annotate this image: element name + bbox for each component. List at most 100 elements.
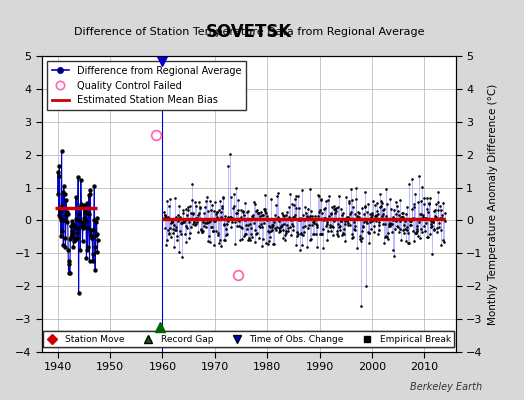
Point (241, 231, 249, 238)
Point (299, 232, 307, 238)
Point (346, 186, 355, 192)
Point (271, 215, 280, 222)
Point (326, 228, 335, 234)
Point (169, 226, 177, 232)
Point (265, 229, 274, 235)
Point (366, 219, 375, 225)
Point (362, 283, 370, 289)
Point (366, 211, 374, 218)
Point (386, 196, 395, 202)
Point (392, 211, 400, 217)
Point (375, 222, 384, 228)
Point (317, 231, 325, 237)
Point (235, 222, 244, 229)
Point (191, 222, 199, 228)
Point (312, 231, 320, 237)
Point (358, 205, 367, 212)
Point (323, 220, 332, 227)
Point (280, 213, 288, 219)
Point (408, 206, 417, 212)
Point (432, 200, 440, 207)
Point (227, 224, 235, 230)
Point (195, 199, 203, 205)
Point (188, 181, 196, 187)
Point (378, 220, 387, 227)
Point (228, 216, 237, 222)
Point (344, 214, 352, 220)
Point (285, 214, 293, 220)
Point (188, 211, 196, 218)
Point (419, 212, 427, 219)
Point (227, 214, 236, 220)
Point (235, 237, 244, 244)
Point (301, 223, 309, 230)
Point (184, 204, 192, 210)
Point (353, 213, 362, 219)
Point (338, 212, 346, 218)
Point (391, 225, 399, 232)
Point (240, 211, 248, 218)
Point (214, 230, 222, 237)
Point (177, 231, 185, 237)
Point (339, 210, 347, 216)
Point (278, 227, 287, 233)
Point (336, 218, 345, 224)
Point (399, 227, 407, 234)
Point (333, 204, 342, 210)
Point (193, 212, 202, 218)
Point (432, 214, 440, 221)
Point (271, 212, 279, 218)
Point (191, 199, 199, 205)
Point (188, 196, 196, 203)
Point (288, 201, 296, 207)
Point (267, 227, 276, 234)
Point (420, 201, 429, 208)
Point (264, 241, 272, 248)
Point (430, 226, 438, 232)
Point (424, 209, 432, 216)
Point (244, 236, 252, 243)
Point (321, 204, 329, 211)
Point (350, 226, 358, 232)
Point (285, 204, 293, 211)
Point (234, 216, 243, 223)
Point (209, 242, 217, 248)
Point (347, 209, 355, 215)
Point (268, 224, 277, 230)
Point (421, 215, 430, 221)
Point (168, 219, 176, 226)
Point (332, 205, 340, 212)
Point (420, 223, 428, 229)
Point (332, 231, 341, 237)
Point (192, 220, 201, 227)
Point (247, 230, 255, 237)
Point (331, 209, 340, 216)
Point (383, 234, 391, 240)
Point (166, 225, 174, 232)
Point (313, 221, 321, 228)
Point (296, 214, 304, 221)
Point (312, 224, 321, 230)
Point (245, 235, 254, 241)
Point (337, 218, 346, 224)
Point (439, 237, 447, 243)
Point (255, 235, 264, 241)
Point (325, 192, 333, 199)
Point (372, 213, 380, 219)
Point (175, 215, 183, 221)
Point (356, 303, 365, 310)
Point (290, 201, 298, 208)
Point (400, 225, 409, 232)
Point (386, 223, 394, 229)
Point (214, 231, 223, 238)
Point (299, 212, 308, 218)
Point (282, 222, 291, 229)
Point (416, 211, 424, 218)
Point (190, 218, 198, 225)
Point (292, 242, 301, 248)
Point (199, 217, 207, 223)
Point (357, 238, 365, 244)
Point (202, 224, 210, 230)
Point (192, 215, 200, 221)
Point (406, 218, 414, 224)
